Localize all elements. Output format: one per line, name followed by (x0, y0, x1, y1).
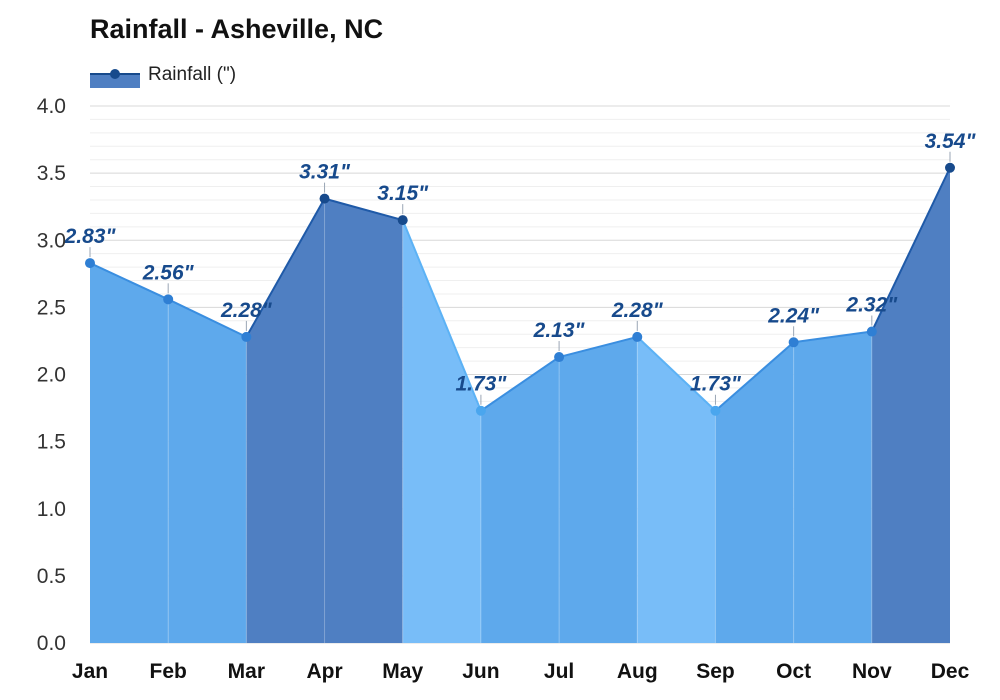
y-tick-label: 4.0 (37, 95, 66, 118)
y-tick-label: 0.0 (37, 632, 66, 655)
legend: Rainfall (") (90, 60, 236, 90)
x-tick-label: Nov (852, 660, 892, 683)
data-point (475, 405, 486, 416)
point-layer (85, 162, 955, 416)
series-line-segment (167, 298, 247, 338)
series-line-segment (870, 167, 951, 332)
series-line-segment (401, 219, 482, 412)
area-segment (637, 336, 716, 643)
legend-point-marker (110, 69, 120, 79)
data-label: 3.15" (377, 182, 429, 205)
data-label: 3.31" (299, 161, 351, 184)
data-point (163, 294, 174, 305)
data-point (866, 326, 877, 337)
x-tick-label: Dec (931, 660, 970, 683)
x-tick-label: Jun (462, 660, 499, 683)
x-tick-label: Aug (617, 660, 658, 683)
area-segment (90, 263, 169, 643)
data-label: 2.56" (142, 261, 195, 284)
legend-area-marker (90, 74, 140, 88)
series-line-segment (89, 262, 169, 301)
y-tick-label: 1.0 (37, 498, 66, 521)
area-segment (246, 198, 325, 643)
data-label: 2.32" (845, 294, 898, 317)
x-tick-label: Sep (696, 660, 735, 683)
data-label: 1.73" (690, 373, 742, 396)
series-line-segment (245, 198, 326, 338)
series-line-segment (558, 335, 638, 359)
data-point (632, 331, 643, 342)
area-segment (480, 357, 560, 643)
data-label: 2.28" (220, 299, 273, 322)
data-point (788, 337, 799, 348)
data-point (241, 331, 252, 342)
y-tick-label: 3.5 (37, 162, 66, 185)
area-segment (402, 220, 481, 644)
area-segment (559, 336, 638, 643)
series-line-segment (324, 197, 403, 222)
axis-layer: 0.0 0.5 1.0 1.5 2.0 2.5 3.0 3.5 4.0 Jan Feb Mar Apr M… (37, 95, 970, 683)
data-label: 2.13" (533, 319, 586, 342)
series-line-segment (480, 356, 560, 412)
series-line-segment (793, 330, 872, 344)
area-segment (793, 331, 872, 643)
data-label: 3.54" (925, 130, 977, 153)
series-line-segment (714, 341, 795, 412)
data-label: 2.28" (611, 299, 664, 322)
data-point (710, 405, 721, 416)
area-segment (168, 299, 247, 643)
chart-title: Rainfall - Asheville, NC (90, 14, 384, 44)
x-tick-label: Oct (776, 660, 811, 683)
data-point (554, 352, 565, 363)
area-layer (90, 167, 950, 644)
legend-swatch (90, 62, 140, 88)
x-tick-label: Jan (72, 660, 108, 683)
data-point (397, 215, 408, 226)
data-point (945, 162, 955, 173)
area-segment (324, 198, 403, 643)
x-tick-label: Jul (544, 660, 574, 683)
x-tick-label: Apr (306, 660, 342, 683)
x-tick-label: Feb (150, 660, 187, 683)
line-layer (89, 167, 951, 412)
data-label-layer: 2.83" 2.56" 2.28" 3.31" 3.15" 1.73" 2.13" 2.28"… (64, 130, 977, 405)
legend-swatch-svg (90, 69, 140, 88)
data-point (85, 258, 95, 269)
data-point (319, 193, 330, 204)
area-segment (715, 342, 794, 643)
y-tick-label: 1.5 (37, 431, 66, 454)
x-tick-label: May (382, 660, 423, 683)
data-label: 1.73" (455, 373, 507, 396)
y-tick-label: 2.5 (37, 296, 66, 319)
y-tick-label: 2.0 (37, 364, 66, 387)
data-label: 2.24" (767, 304, 820, 327)
legend-label: Rainfall (") (148, 64, 237, 85)
y-tick-label: 3.0 (37, 229, 66, 252)
area-segment (871, 167, 950, 643)
y-tick-label: 0.5 (37, 565, 66, 588)
data-label: 2.83" (64, 225, 117, 248)
series-line-segment (636, 336, 717, 412)
x-tick-label: Mar (228, 660, 265, 683)
